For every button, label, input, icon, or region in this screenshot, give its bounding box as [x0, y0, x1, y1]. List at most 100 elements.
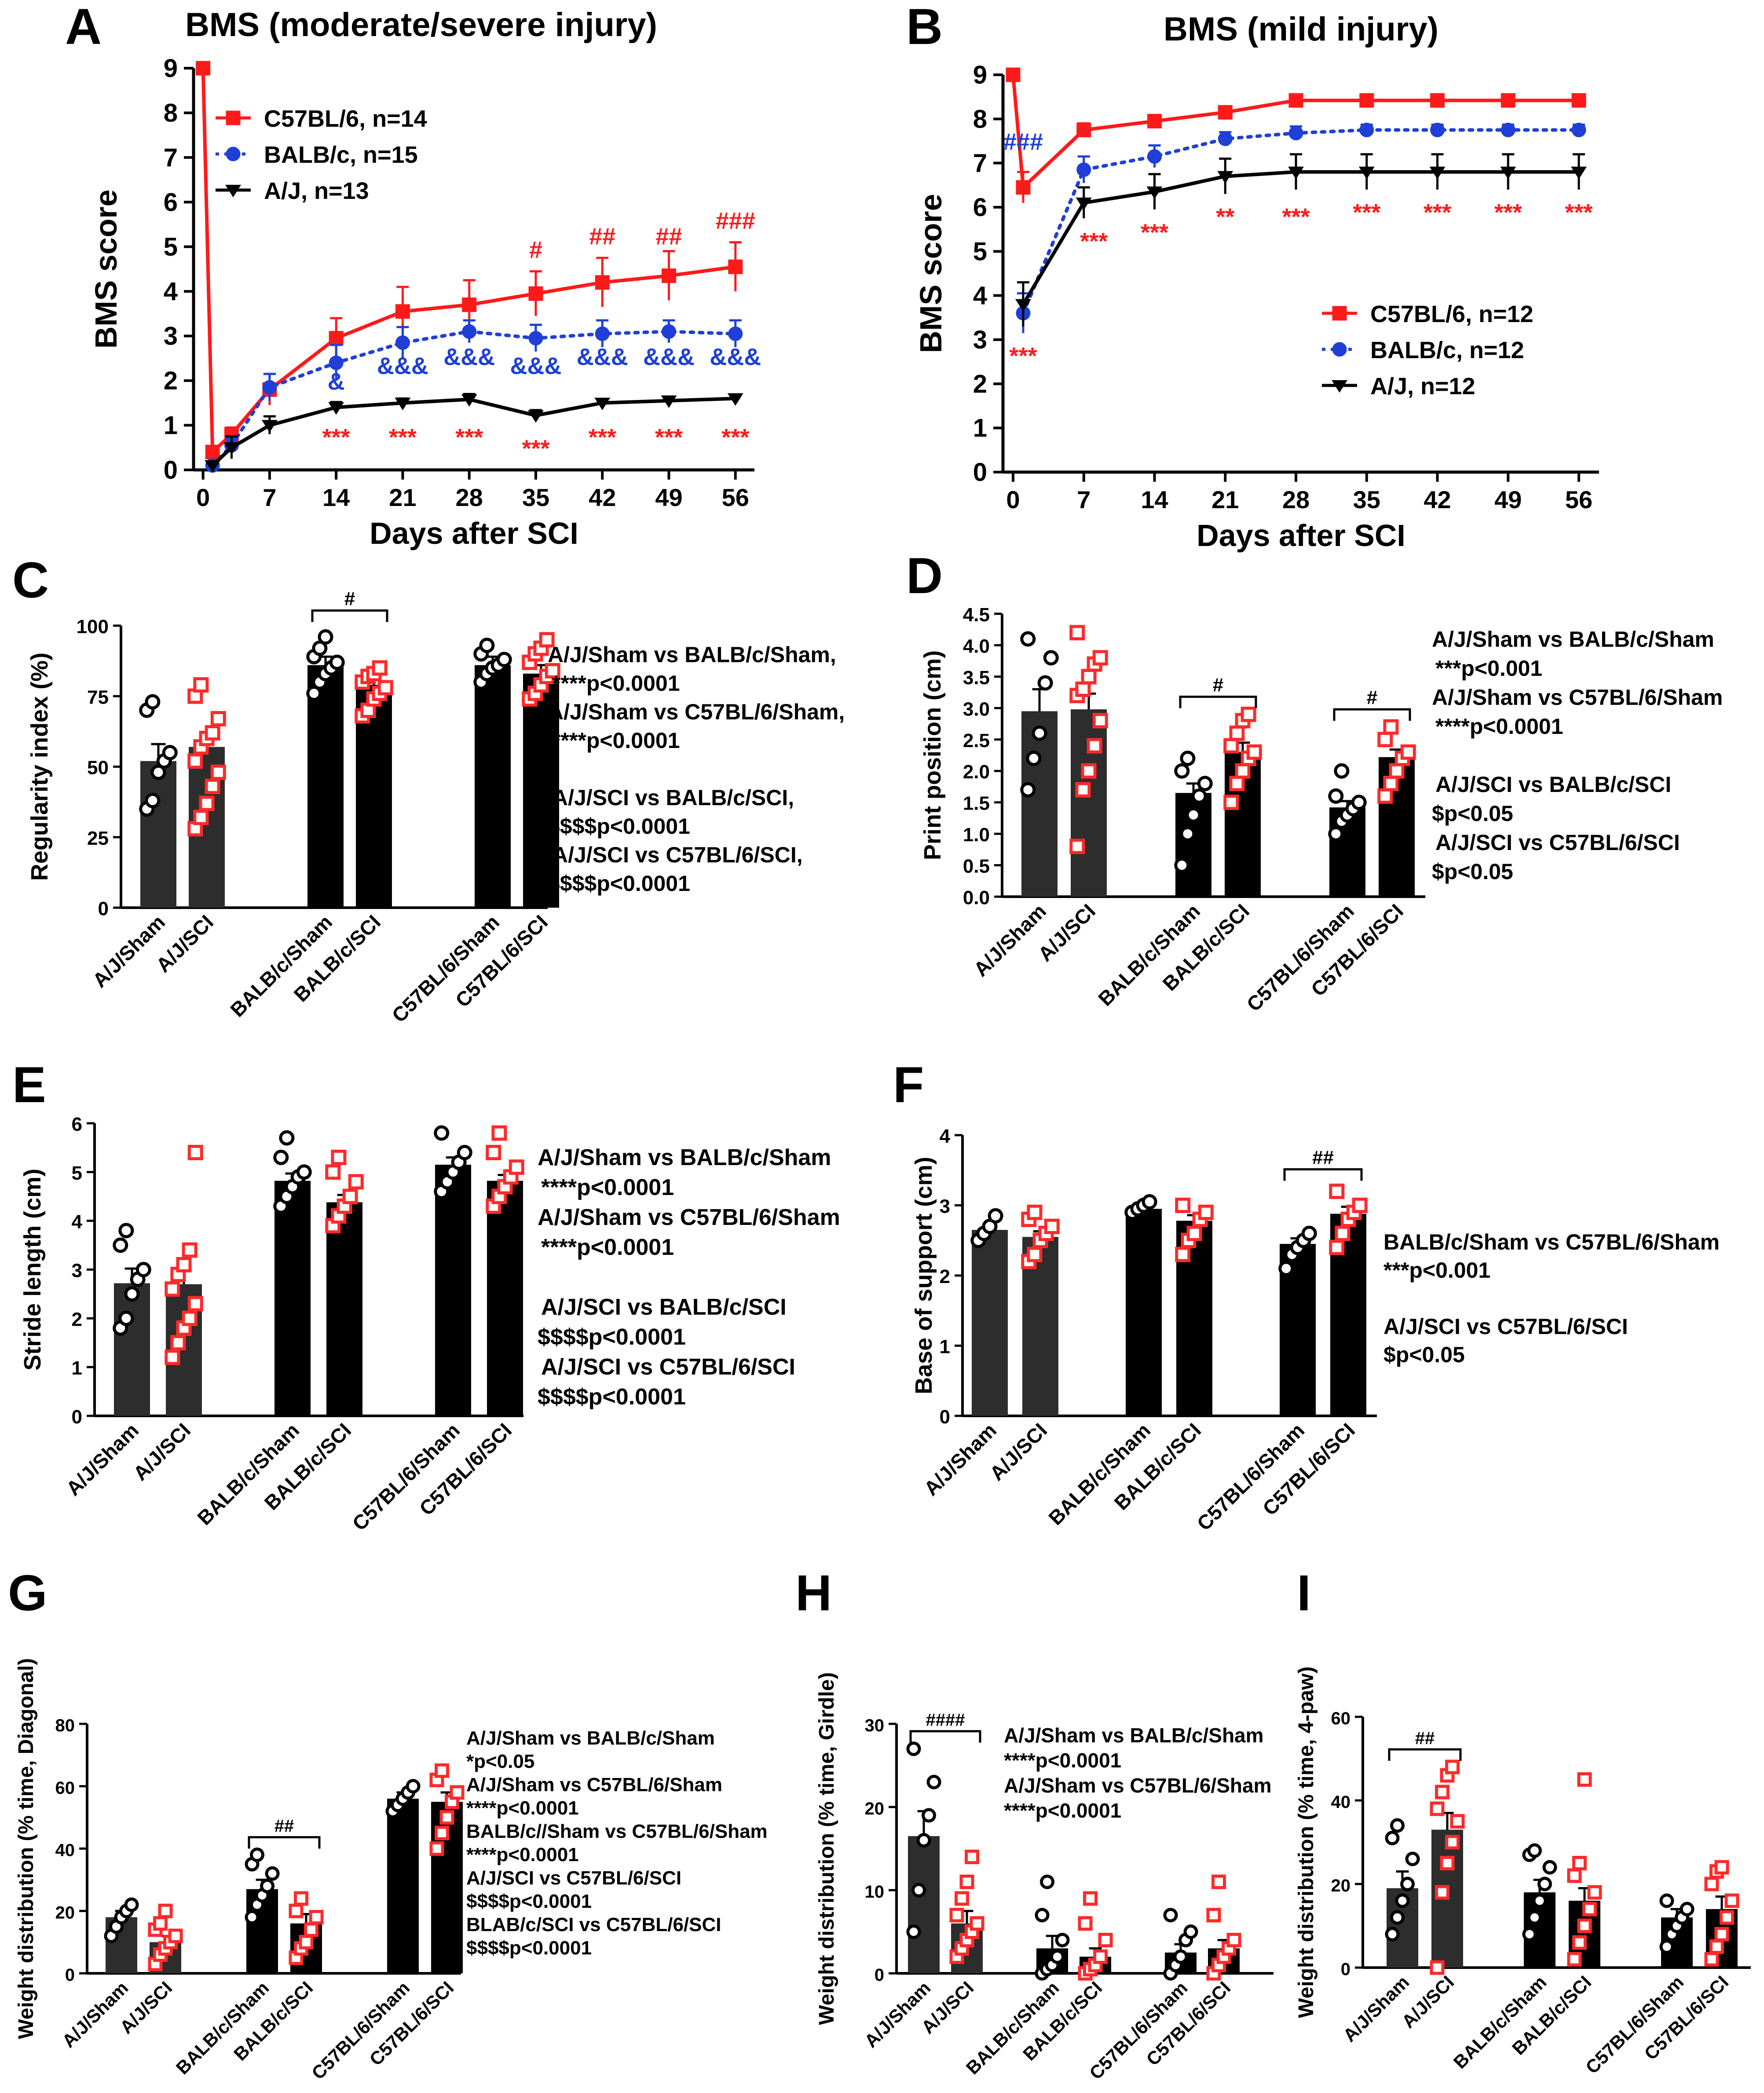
data-point — [260, 1879, 275, 1894]
y-tick-label: 3 — [973, 326, 987, 354]
y-tick-label: 2 — [72, 1309, 82, 1330]
data-point — [1223, 738, 1239, 754]
data-point — [1390, 1910, 1405, 1925]
significance-label: *** — [1141, 219, 1168, 246]
data-point — [1704, 1877, 1719, 1891]
data-point — [329, 331, 344, 346]
significance-label: ## — [1312, 1147, 1334, 1169]
x-tick-label: 14 — [322, 484, 350, 511]
bar-group — [1385, 1818, 1420, 1968]
data-point — [727, 393, 743, 406]
data-point — [1383, 719, 1399, 735]
bar-group — [1278, 1225, 1317, 1416]
data-point — [461, 394, 477, 407]
y-axis-label: Weight distribution (% time, Diagonal) — [15, 1658, 38, 2039]
bar-group — [1124, 1194, 1162, 1416]
legend-entry: BALB/c, n=12 — [1370, 337, 1524, 363]
significance-label: *** — [1080, 228, 1108, 254]
bar-group — [325, 1150, 364, 1416]
significance-bracket — [1179, 696, 1257, 708]
data-point — [1435, 1785, 1449, 1800]
data-point — [1218, 131, 1233, 146]
stat-annotation: ***p<0.001 — [1383, 1258, 1490, 1283]
x-tick-label: 56 — [1565, 486, 1592, 513]
significance-label: *** — [1353, 199, 1380, 226]
data-point — [1567, 1952, 1582, 1967]
bar-group — [1223, 707, 1262, 897]
data-point — [1587, 1885, 1602, 1900]
series-2 — [1015, 153, 1587, 326]
y-tick-label: 6 — [72, 1114, 82, 1135]
data-point — [496, 652, 512, 667]
data-point — [395, 304, 410, 319]
data-point — [265, 1866, 280, 1881]
data-point — [318, 629, 333, 645]
y-tick-label: 5 — [973, 237, 987, 266]
data-point — [1081, 763, 1097, 779]
panel-letter: F — [893, 1057, 924, 1113]
stat-annotation: A/J/SCI vs C57BL/6/SCI — [541, 1354, 795, 1380]
data-point — [965, 1849, 980, 1864]
stat-annotation: A/J/SCI vs BALB/c/SCI — [1435, 772, 1671, 797]
legend-marker — [225, 185, 241, 198]
data-point — [1435, 1885, 1449, 1900]
data-point — [1500, 122, 1515, 137]
data-point — [1527, 1843, 1542, 1858]
stat-annotation: $$$$p<0.0001 — [466, 1891, 592, 1912]
significance-label: *** — [1494, 199, 1522, 226]
data-point — [1197, 776, 1213, 792]
x-tick-label: A/J/Sham — [860, 1977, 935, 2052]
data-point — [395, 335, 410, 350]
panel-letter: I — [1297, 1565, 1311, 1621]
series-line — [211, 396, 737, 467]
panel-H: H 0 10 20 30 Weight distribution (% time, Gir… — [795, 1565, 1274, 2083]
data-point — [439, 1810, 454, 1825]
bar — [475, 665, 511, 908]
data-point — [1027, 1246, 1043, 1262]
stat-annotation: BLAB/c/SCI vs C57BL/6/SCI — [466, 1914, 721, 1935]
data-point — [1359, 122, 1374, 137]
panel-letter: D — [906, 548, 943, 604]
chart-title: BMS (moderate/severe injury) — [185, 6, 657, 44]
data-point — [158, 1903, 173, 1918]
data-point — [329, 356, 344, 370]
y-tick-label: 8 — [973, 105, 987, 133]
bar-group — [306, 629, 345, 908]
x-tick-label: 7 — [1077, 486, 1091, 513]
data-point — [1500, 166, 1516, 180]
data-point — [1147, 149, 1162, 164]
y-tick-label: 5 — [72, 1162, 82, 1184]
data-point — [1087, 738, 1102, 754]
significance-label: *** — [1282, 204, 1310, 230]
data-point — [187, 1296, 203, 1312]
data-point — [1180, 751, 1196, 766]
significance-label: ## — [655, 224, 682, 250]
stat-annotation: A/J/Sham vs C57BL/6/Sham — [466, 1774, 722, 1796]
y-tick-label: 4 — [72, 1211, 83, 1233]
data-point — [1076, 162, 1091, 177]
y-tick-label: 2 — [164, 367, 178, 395]
x-tick-label: 21 — [1211, 486, 1239, 513]
data-point — [1328, 788, 1344, 804]
data-point — [509, 1159, 524, 1175]
stat-annotation: ****p<0.0001 — [541, 1235, 674, 1260]
data-point — [1035, 1908, 1050, 1923]
data-point — [205, 444, 220, 459]
data-point — [145, 792, 161, 808]
data-point — [491, 1125, 507, 1141]
significance-label: *** — [1565, 199, 1593, 226]
bar-group — [1377, 719, 1416, 897]
data-point — [916, 1833, 931, 1848]
y-tick-label: 6 — [164, 188, 178, 216]
data-point — [457, 1145, 472, 1160]
panel-letter: G — [8, 1565, 47, 1621]
bar — [487, 1180, 523, 1416]
stat-annotation: A/J/Sham vs C57BL/6/Sham — [538, 1205, 840, 1230]
significance-label: *** — [589, 424, 616, 451]
data-point — [1235, 763, 1251, 779]
significance-label: ### — [1003, 129, 1043, 155]
y-tick-label: 0 — [875, 1965, 884, 1985]
stat-annotation: ****p<0.0001 — [1004, 1749, 1121, 1772]
y-tick-label: 4.5 — [963, 604, 990, 626]
data-point — [1069, 839, 1085, 854]
